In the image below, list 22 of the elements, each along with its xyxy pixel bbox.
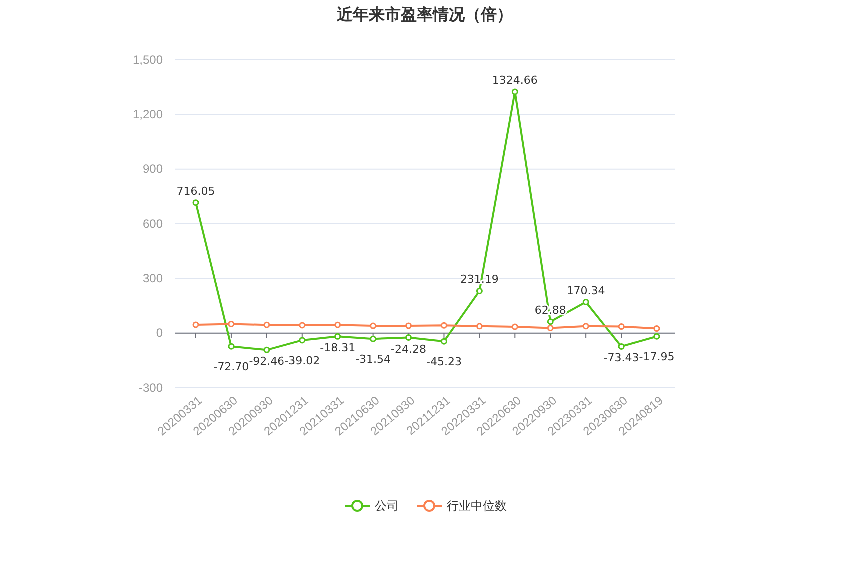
data-label: -45.23 [426,356,462,369]
y-tick-label: 1,500 [132,52,164,67]
data-label: -72.70 [214,360,250,374]
y-tick-label: -300 [138,380,164,395]
data-label: -39.02 [284,354,320,368]
data-label: 716.05 [176,184,216,198]
y-tick-label: 0 [156,326,164,340]
y-tick-label: 600 [142,216,164,231]
legend-label: 行业中位数 [447,499,507,513]
data-label: -73.43 [604,352,640,365]
data-label: -24.28 [391,342,427,356]
data-label: 1324.66 [492,74,538,87]
data-label: -92.46 [249,355,285,368]
data-label: -17.95 [639,350,675,364]
y-tick-label: 900 [142,162,164,176]
y-tick-label: 1,200 [132,108,164,122]
data-label: -18.31 [320,342,356,355]
data-label: -31.54 [356,353,392,366]
data-label: 170.34 [566,284,606,298]
y-tick-label: 300 [142,272,164,286]
legend-label: 公司 [375,499,399,513]
chart-title: 近年来市盈率情况（倍） [336,5,513,24]
